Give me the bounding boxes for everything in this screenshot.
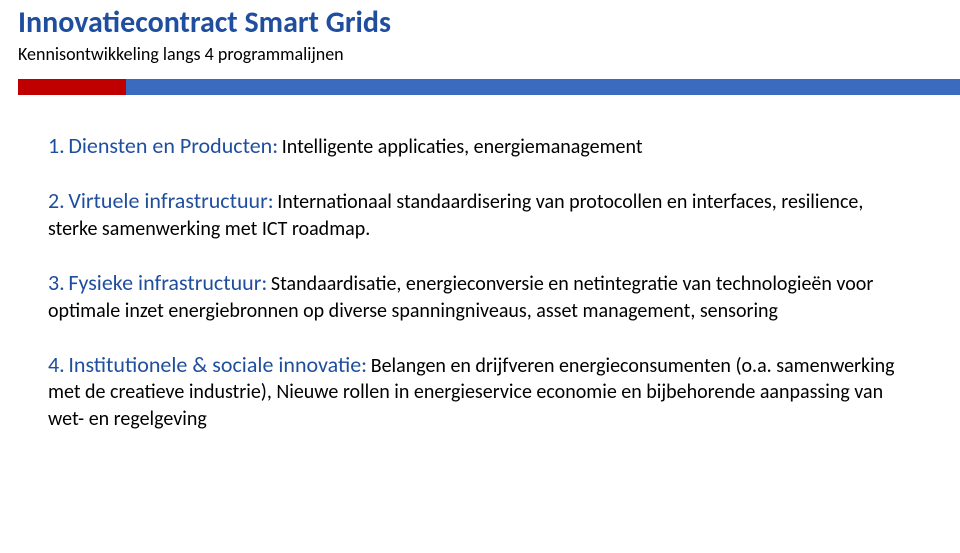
item-lead: Fysieke infrastructuur: (68, 269, 267, 296)
page-subtitle: Kennisontwikkeling langs 4 programmalijn… (18, 43, 960, 65)
item-lead: Diensten en Producten: (68, 132, 278, 159)
page-title: Innovatiecontract Smart Grids (18, 4, 960, 41)
content-list: 1. Diensten en Producten: Intelligente a… (48, 131, 912, 432)
list-item: 1. Diensten en Producten: Intelligente a… (48, 131, 912, 160)
list-item: 4. Institutionele & sociale innovatie: B… (48, 350, 912, 432)
divider-bar-red (18, 79, 126, 95)
item-number: 2. (48, 187, 65, 214)
list-item: 2. Virtuele infrastructuur: Internationa… (48, 186, 912, 242)
divider-bar (18, 79, 960, 95)
item-lead: Virtuele infrastructuur: (68, 187, 273, 214)
item-number: 4. (48, 351, 65, 378)
item-number: 1. (48, 132, 65, 159)
item-number: 3. (48, 269, 65, 296)
item-body: Intelligente applicaties, energiemanagem… (282, 135, 643, 159)
item-lead: Institutionele & sociale innovatie: (68, 351, 367, 378)
divider-bar-blue (126, 79, 960, 95)
list-item: 3. Fysieke infrastructuur: Standaardisat… (48, 268, 912, 324)
